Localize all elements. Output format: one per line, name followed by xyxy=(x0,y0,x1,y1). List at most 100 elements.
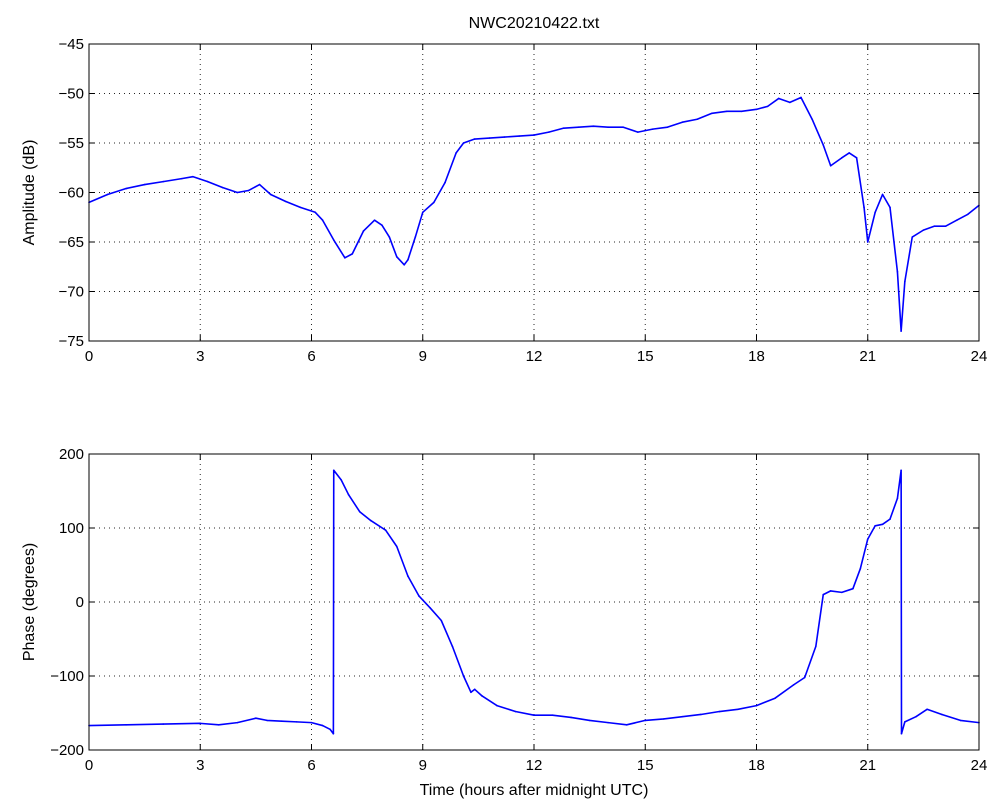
y-axis-label: Phase (degrees) xyxy=(21,543,38,661)
x-axis-label: Time (hours after midnight UTC) xyxy=(420,782,649,799)
data-point xyxy=(577,126,580,128)
y-tick-label: −75 xyxy=(59,333,84,350)
data-point xyxy=(247,189,250,192)
data-point xyxy=(310,721,313,724)
data-point xyxy=(321,219,324,222)
data-point xyxy=(269,193,272,196)
y-tick-label: −100 xyxy=(50,668,84,685)
data-point xyxy=(199,722,202,725)
data-point xyxy=(789,101,791,104)
data-point xyxy=(592,125,595,127)
data-point xyxy=(874,524,876,527)
data-point xyxy=(206,180,209,183)
data-point xyxy=(217,724,220,726)
data-point xyxy=(314,211,317,214)
data-point xyxy=(551,714,554,717)
data-point xyxy=(915,715,917,718)
data-point xyxy=(462,142,465,144)
data-point xyxy=(944,225,947,227)
data-point xyxy=(370,519,372,522)
data-point xyxy=(451,645,454,648)
data-point xyxy=(418,595,420,597)
amplitude-plot: 0 3 6 9 12 15 18 21 24 −75 −70 −65 −60 −55 −50 −45 NWC20… xyxy=(21,15,987,365)
data-point xyxy=(562,127,565,129)
data-point xyxy=(800,96,802,99)
data-point xyxy=(967,213,969,216)
data-point xyxy=(488,137,491,139)
data-point xyxy=(284,200,287,203)
data-point xyxy=(518,135,520,137)
data-point xyxy=(625,724,628,726)
y-tick-label: 200 xyxy=(59,446,84,463)
data-point xyxy=(889,206,891,209)
data-point xyxy=(881,193,884,196)
y-tick-label: −50 xyxy=(59,86,84,103)
data-point xyxy=(548,131,550,133)
data-point xyxy=(755,704,758,707)
data-point xyxy=(607,126,609,128)
data-point xyxy=(840,157,843,159)
data-point xyxy=(681,121,684,124)
data-point xyxy=(473,688,476,691)
data-point xyxy=(859,567,862,570)
x-tick-label: 3 xyxy=(196,348,204,365)
data-point xyxy=(815,645,817,648)
data-point xyxy=(455,152,457,154)
x-tick-label: 15 xyxy=(637,348,654,365)
data-point xyxy=(766,105,769,108)
x-tick-label: 15 xyxy=(637,757,654,774)
data-point xyxy=(637,131,639,133)
data-point xyxy=(803,676,806,679)
data-point xyxy=(395,545,398,548)
x-tick-label: 21 xyxy=(859,757,876,774)
data-point xyxy=(904,280,906,283)
data-point xyxy=(299,206,302,209)
data-point xyxy=(321,724,324,727)
data-point xyxy=(866,241,869,243)
data-point xyxy=(955,219,958,222)
data-point xyxy=(926,708,928,711)
data-point xyxy=(889,518,891,520)
data-point xyxy=(651,128,654,130)
y-tick-label: −45 xyxy=(59,36,84,53)
data-point xyxy=(681,715,684,718)
data-point xyxy=(470,691,472,694)
y-tick-label: −70 xyxy=(59,284,84,301)
data-point xyxy=(414,236,417,238)
x-tick-label: 6 xyxy=(307,348,315,365)
data-point xyxy=(900,732,903,735)
data-point xyxy=(774,697,776,699)
x-tick-label: 12 xyxy=(526,348,543,365)
data-point xyxy=(792,684,795,686)
data-point xyxy=(866,538,869,540)
x-tick-label: 24 xyxy=(971,348,988,365)
data-point xyxy=(514,710,517,713)
data-point xyxy=(829,164,832,167)
data-point xyxy=(822,593,825,596)
data-point xyxy=(329,728,331,731)
data-point xyxy=(855,157,858,159)
x-tick-label: 9 xyxy=(419,757,427,774)
data-point xyxy=(407,575,409,577)
data-point xyxy=(125,724,127,726)
data-point xyxy=(481,695,483,697)
x-tick-label: 24 xyxy=(971,757,988,774)
data-point xyxy=(162,180,164,183)
data-point xyxy=(755,108,758,111)
y-tick-label: −60 xyxy=(59,185,84,202)
data-point xyxy=(421,211,424,214)
data-point xyxy=(429,607,431,609)
data-point xyxy=(622,126,624,128)
data-point xyxy=(503,136,506,138)
data-point xyxy=(900,469,902,472)
x-tick-label: 6 xyxy=(307,757,315,774)
data-point xyxy=(221,186,224,189)
y-tick-label: −55 xyxy=(59,135,84,152)
data-point xyxy=(896,270,899,273)
data-point xyxy=(373,219,376,222)
x-tick-label: 12 xyxy=(526,757,543,774)
x-tick-label: 18 xyxy=(748,348,765,365)
data-point xyxy=(358,510,361,513)
data-point xyxy=(340,479,342,481)
